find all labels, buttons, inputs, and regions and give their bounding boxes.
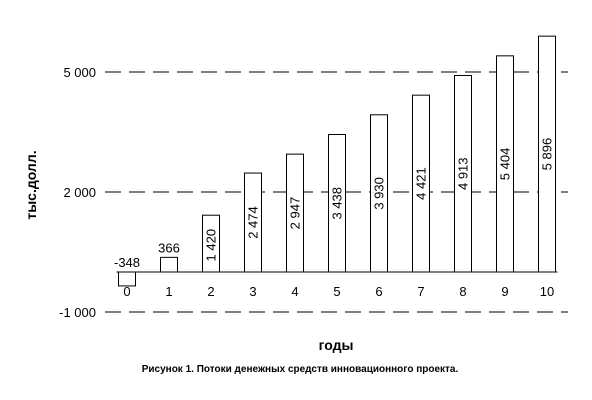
data-label: 3 438 [330, 187, 345, 220]
y-tick-label: 2 000 [63, 185, 96, 200]
x-tick-label: 9 [501, 284, 508, 299]
x-tick-label: 6 [375, 284, 382, 299]
y-tick-label: -1 000 [59, 305, 96, 320]
figure-caption: Рисунок 1. Потоки денежных средств иннов… [141, 364, 459, 375]
data-label: -348 [114, 255, 140, 270]
y-axis-label: тыс.долл. [23, 150, 39, 220]
x-tick-label: 0 [123, 284, 130, 299]
x-tick-label: 2 [207, 284, 214, 299]
y-tick-label: 5 000 [63, 65, 96, 80]
bar [160, 256, 178, 273]
data-label: 2 947 [288, 197, 303, 230]
data-label: 2 474 [246, 206, 261, 239]
data-label: 3 930 [372, 177, 387, 210]
x-tick-label: 3 [249, 284, 256, 299]
x-tick-label: 1 [165, 284, 172, 299]
x-axis-label: годы [318, 337, 354, 353]
data-label: 1 420 [204, 229, 219, 262]
data-label: 5 404 [498, 148, 513, 181]
x-tick-label: 8 [459, 284, 466, 299]
x-tick-label: 5 [333, 284, 340, 299]
data-label: 366 [158, 240, 180, 255]
data-label: 4 913 [456, 157, 471, 190]
data-label: 5 896 [540, 138, 555, 171]
x-tick-label: 10 [540, 284, 554, 299]
x-tick-label: 7 [417, 284, 424, 299]
x-tick-label: 4 [291, 284, 298, 299]
data-label: 4 421 [414, 167, 429, 200]
